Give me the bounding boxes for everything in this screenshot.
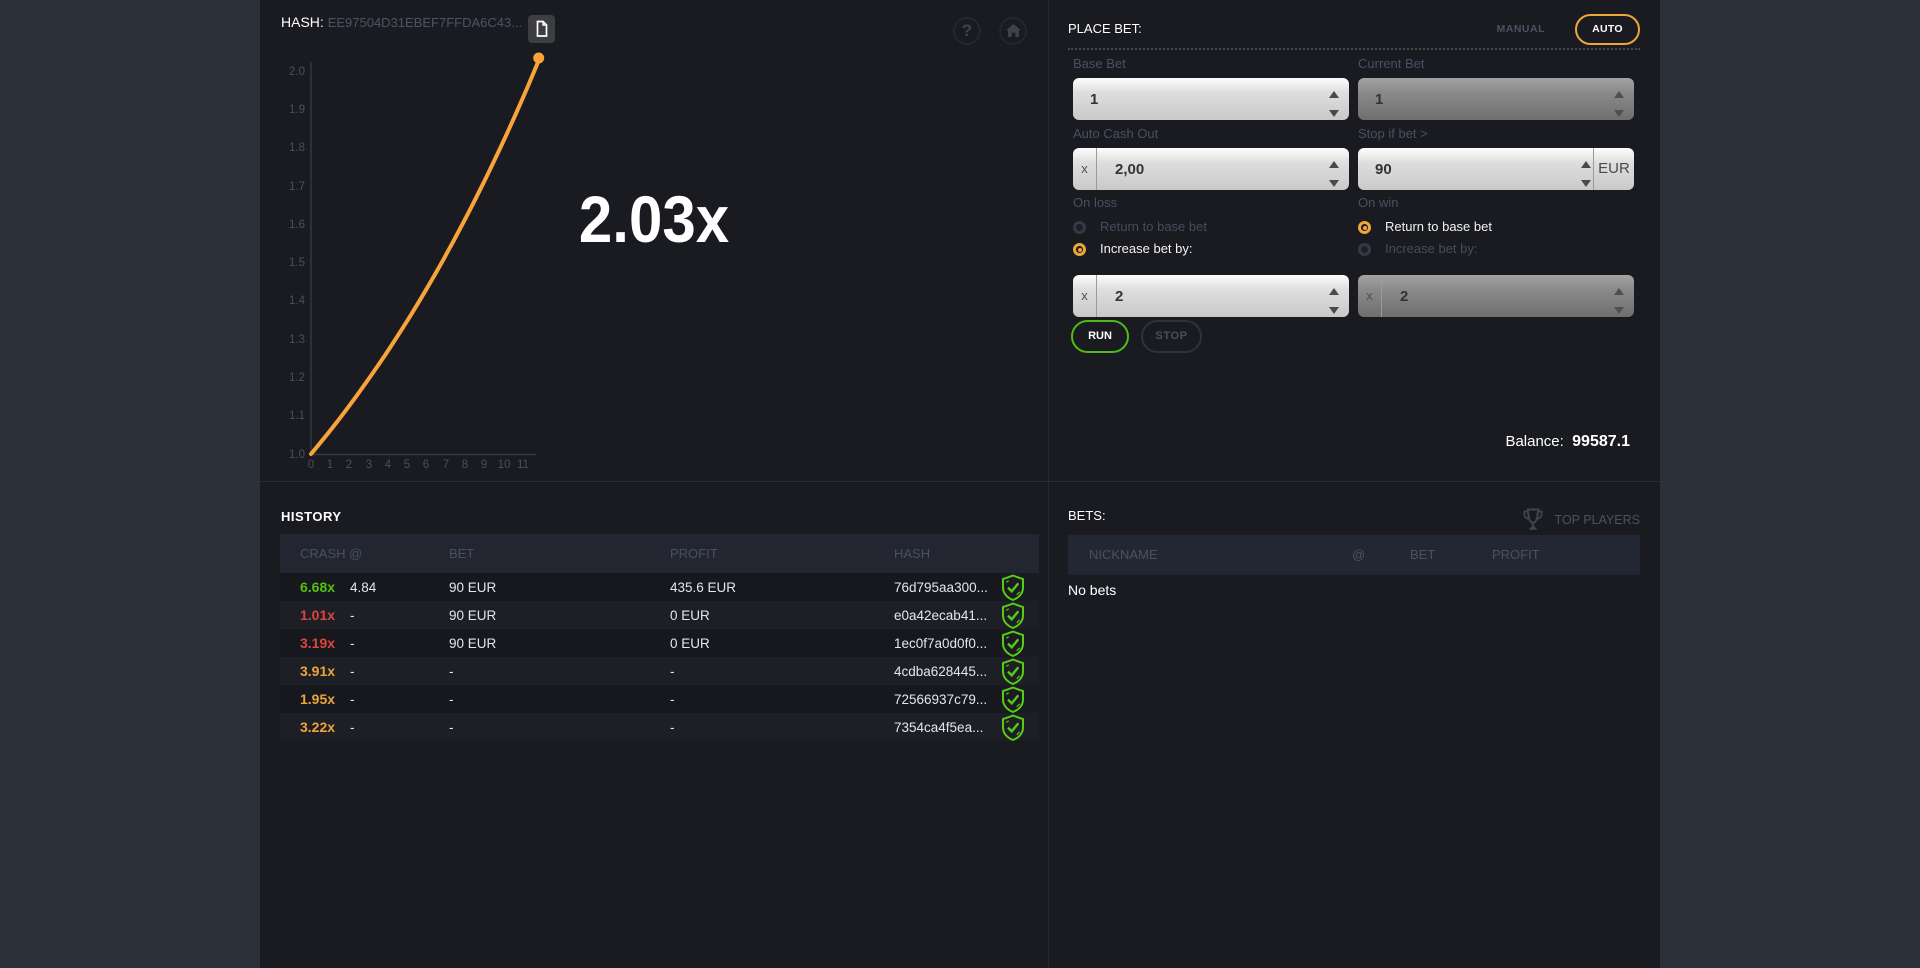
svg-text:2.0: 2.0 — [289, 66, 305, 78]
svg-text:1.9: 1.9 — [289, 104, 305, 116]
svg-text:5: 5 — [404, 459, 410, 471]
svg-text:6: 6 — [423, 459, 429, 471]
svg-text:9: 9 — [481, 459, 487, 471]
svg-text:10: 10 — [498, 459, 511, 471]
svg-text:1: 1 — [327, 459, 333, 471]
svg-text:7: 7 — [443, 459, 449, 471]
svg-text:1.3: 1.3 — [289, 334, 305, 346]
svg-text:3: 3 — [366, 459, 372, 471]
svg-text:1.1: 1.1 — [289, 410, 305, 422]
svg-text:1.6: 1.6 — [289, 219, 305, 231]
svg-text:1.7: 1.7 — [289, 181, 305, 193]
svg-text:1.5: 1.5 — [289, 257, 305, 269]
svg-text:4: 4 — [385, 459, 392, 471]
svg-text:8: 8 — [462, 459, 468, 471]
svg-text:11: 11 — [517, 459, 529, 471]
svg-text:2: 2 — [346, 459, 352, 471]
svg-text:1.8: 1.8 — [289, 142, 305, 154]
svg-text:1.4: 1.4 — [289, 295, 306, 307]
svg-text:1.0: 1.0 — [289, 449, 305, 461]
svg-text:1.2: 1.2 — [289, 372, 305, 384]
svg-text:0: 0 — [308, 459, 314, 471]
